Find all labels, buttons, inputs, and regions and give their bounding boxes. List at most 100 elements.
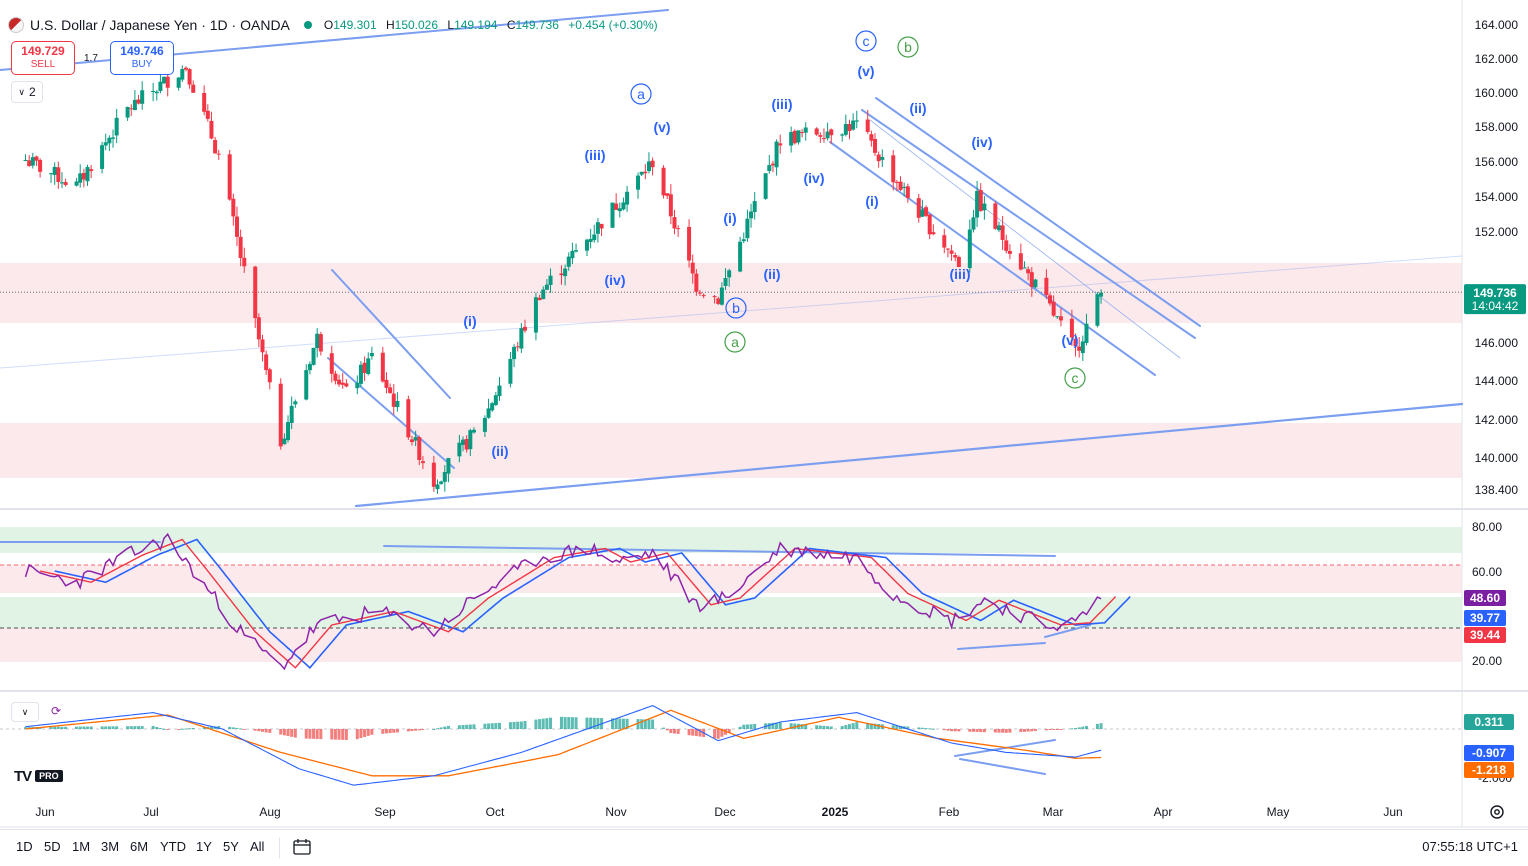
candle-body: [333, 373, 338, 381]
macd-histogram-bar: [417, 729, 421, 731]
timeframe-all[interactable]: All: [250, 839, 265, 854]
background-layer: [0, 0, 1528, 829]
candle-body: [544, 284, 549, 290]
macd-histogram-bar: [257, 729, 261, 732]
sync-icon[interactable]: ⟳: [50, 704, 62, 718]
timeframe-5d[interactable]: 5D: [44, 839, 61, 854]
sell-label: SELL: [30, 59, 56, 70]
sell-button[interactable]: 149.729 SELL: [11, 41, 75, 75]
pro-badge: PRO: [35, 770, 63, 782]
symbol-header[interactable]: U.S. Dollar / Japanese Yen · 1D · OANDA …: [8, 14, 664, 36]
close-label: C: [506, 18, 516, 32]
macd-histogram-bar: [1055, 729, 1059, 730]
macd-histogram-bar: [465, 724, 469, 729]
candle-body: [461, 439, 466, 445]
indicator-collapse-button[interactable]: ∨: [11, 702, 39, 722]
candle-body: [289, 405, 294, 423]
time-tick: Apr: [1154, 805, 1173, 819]
timeframe-3m[interactable]: 3M: [101, 839, 120, 854]
candle-body: [311, 347, 316, 365]
candle-body: [803, 127, 808, 133]
macd-histogram-bar: [1059, 729, 1063, 730]
tradingview-logo[interactable]: TV PRO: [14, 768, 84, 785]
rsi-badge-value: 48.60: [1470, 591, 1500, 605]
macd-histogram-bar: [829, 726, 833, 729]
buy-label: BUY: [131, 59, 153, 70]
time-tick: Jun: [1383, 805, 1402, 819]
candle-body: [687, 226, 692, 261]
candle-body: [103, 142, 108, 146]
rsi-overbought-zone: [0, 527, 1462, 553]
candle-body: [457, 442, 462, 457]
timeframe-ytd[interactable]: YTD: [160, 839, 186, 854]
candle-body: [829, 129, 834, 136]
macd-histogram-bar: [596, 717, 600, 729]
macd-histogram-bar: [1077, 727, 1081, 729]
macd-histogram-bar: [651, 719, 655, 729]
macd-histogram-bar: [611, 718, 615, 729]
macd-histogram-bar: [293, 729, 297, 738]
macd-histogram-bar: [957, 729, 961, 732]
candle-body: [337, 379, 342, 385]
timeframe-6m[interactable]: 6M: [130, 839, 149, 854]
low-value: 149.194: [454, 18, 498, 32]
candle-body: [610, 202, 615, 228]
candle-body: [59, 182, 64, 184]
candle-body: [482, 417, 487, 432]
timeframe-5y[interactable]: 5Y: [223, 839, 239, 854]
candle-body: [420, 461, 425, 464]
macd-histogram-bar: [647, 719, 651, 729]
macd-histogram-bar: [975, 729, 979, 732]
macd-histogram-bar: [315, 729, 319, 739]
macd-histogram-bar: [982, 729, 986, 733]
candle-body: [213, 139, 218, 154]
candle-body: [880, 157, 885, 160]
candle-body: [471, 429, 476, 433]
timeframe-1d[interactable]: 1D: [16, 839, 33, 854]
candle-body: [1069, 318, 1074, 338]
gear-icon[interactable]: [1489, 804, 1505, 820]
candle-body: [1051, 301, 1056, 316]
calendar-icon[interactable]: [292, 838, 312, 856]
chart-canvas[interactable]: (i) (ii) (iii) (iv) (v) (i) (ii) (iii) (iv) (v) (i…: [0, 0, 1528, 829]
symbol-title[interactable]: U.S. Dollar / Japanese Yen · 1D · OANDA: [30, 17, 290, 33]
candle-body: [1018, 253, 1023, 270]
candle-body: [85, 167, 90, 182]
high-label: H: [385, 18, 395, 32]
lot-size-dropdown[interactable]: ∨ 2: [11, 81, 43, 103]
candle-body: [111, 137, 116, 139]
candle-body: [282, 438, 287, 445]
macd-histogram-bar: [713, 729, 717, 739]
candle-body: [27, 160, 32, 167]
utc-clock[interactable]: 07:55:18 UTC+1: [1422, 839, 1518, 854]
macd-histogram-bar: [494, 723, 498, 729]
macd-histogram-bar: [312, 729, 316, 739]
time-tick: Sep: [374, 805, 396, 819]
wave-label: (iii): [585, 147, 606, 163]
wave-label-a: a: [731, 334, 739, 350]
macd-histogram-bar: [826, 726, 830, 729]
candle-body: [431, 462, 436, 487]
macd-histogram-bar: [716, 729, 720, 739]
price-tick: 156.000: [1475, 155, 1519, 169]
macd-histogram-bar: [1030, 729, 1034, 732]
candle-body: [1000, 225, 1005, 240]
candle-body: [854, 120, 859, 122]
wave-label: (iii): [772, 96, 793, 112]
wave-label-a-circle: [724, 331, 746, 353]
timeframe-1m[interactable]: 1M: [72, 839, 91, 854]
macd-histogram-bar: [472, 724, 476, 729]
candle-body: [588, 238, 593, 243]
macd-histogram-bar: [155, 726, 159, 729]
last-price-badge: [1464, 284, 1526, 315]
macd-histogram-bar: [946, 729, 950, 731]
timeframe-1y[interactable]: 1Y: [196, 839, 212, 854]
macd-histogram-bar: [979, 729, 983, 733]
buy-button[interactable]: 149.746 BUY: [110, 41, 174, 75]
macd-histogram-bar: [643, 719, 647, 729]
candle-body: [971, 217, 976, 230]
macd-histogram-bar: [290, 729, 294, 737]
macd-histogram-bar: [574, 717, 578, 729]
wave-label-a: a: [637, 86, 645, 102]
toolbar-divider: [279, 838, 280, 858]
